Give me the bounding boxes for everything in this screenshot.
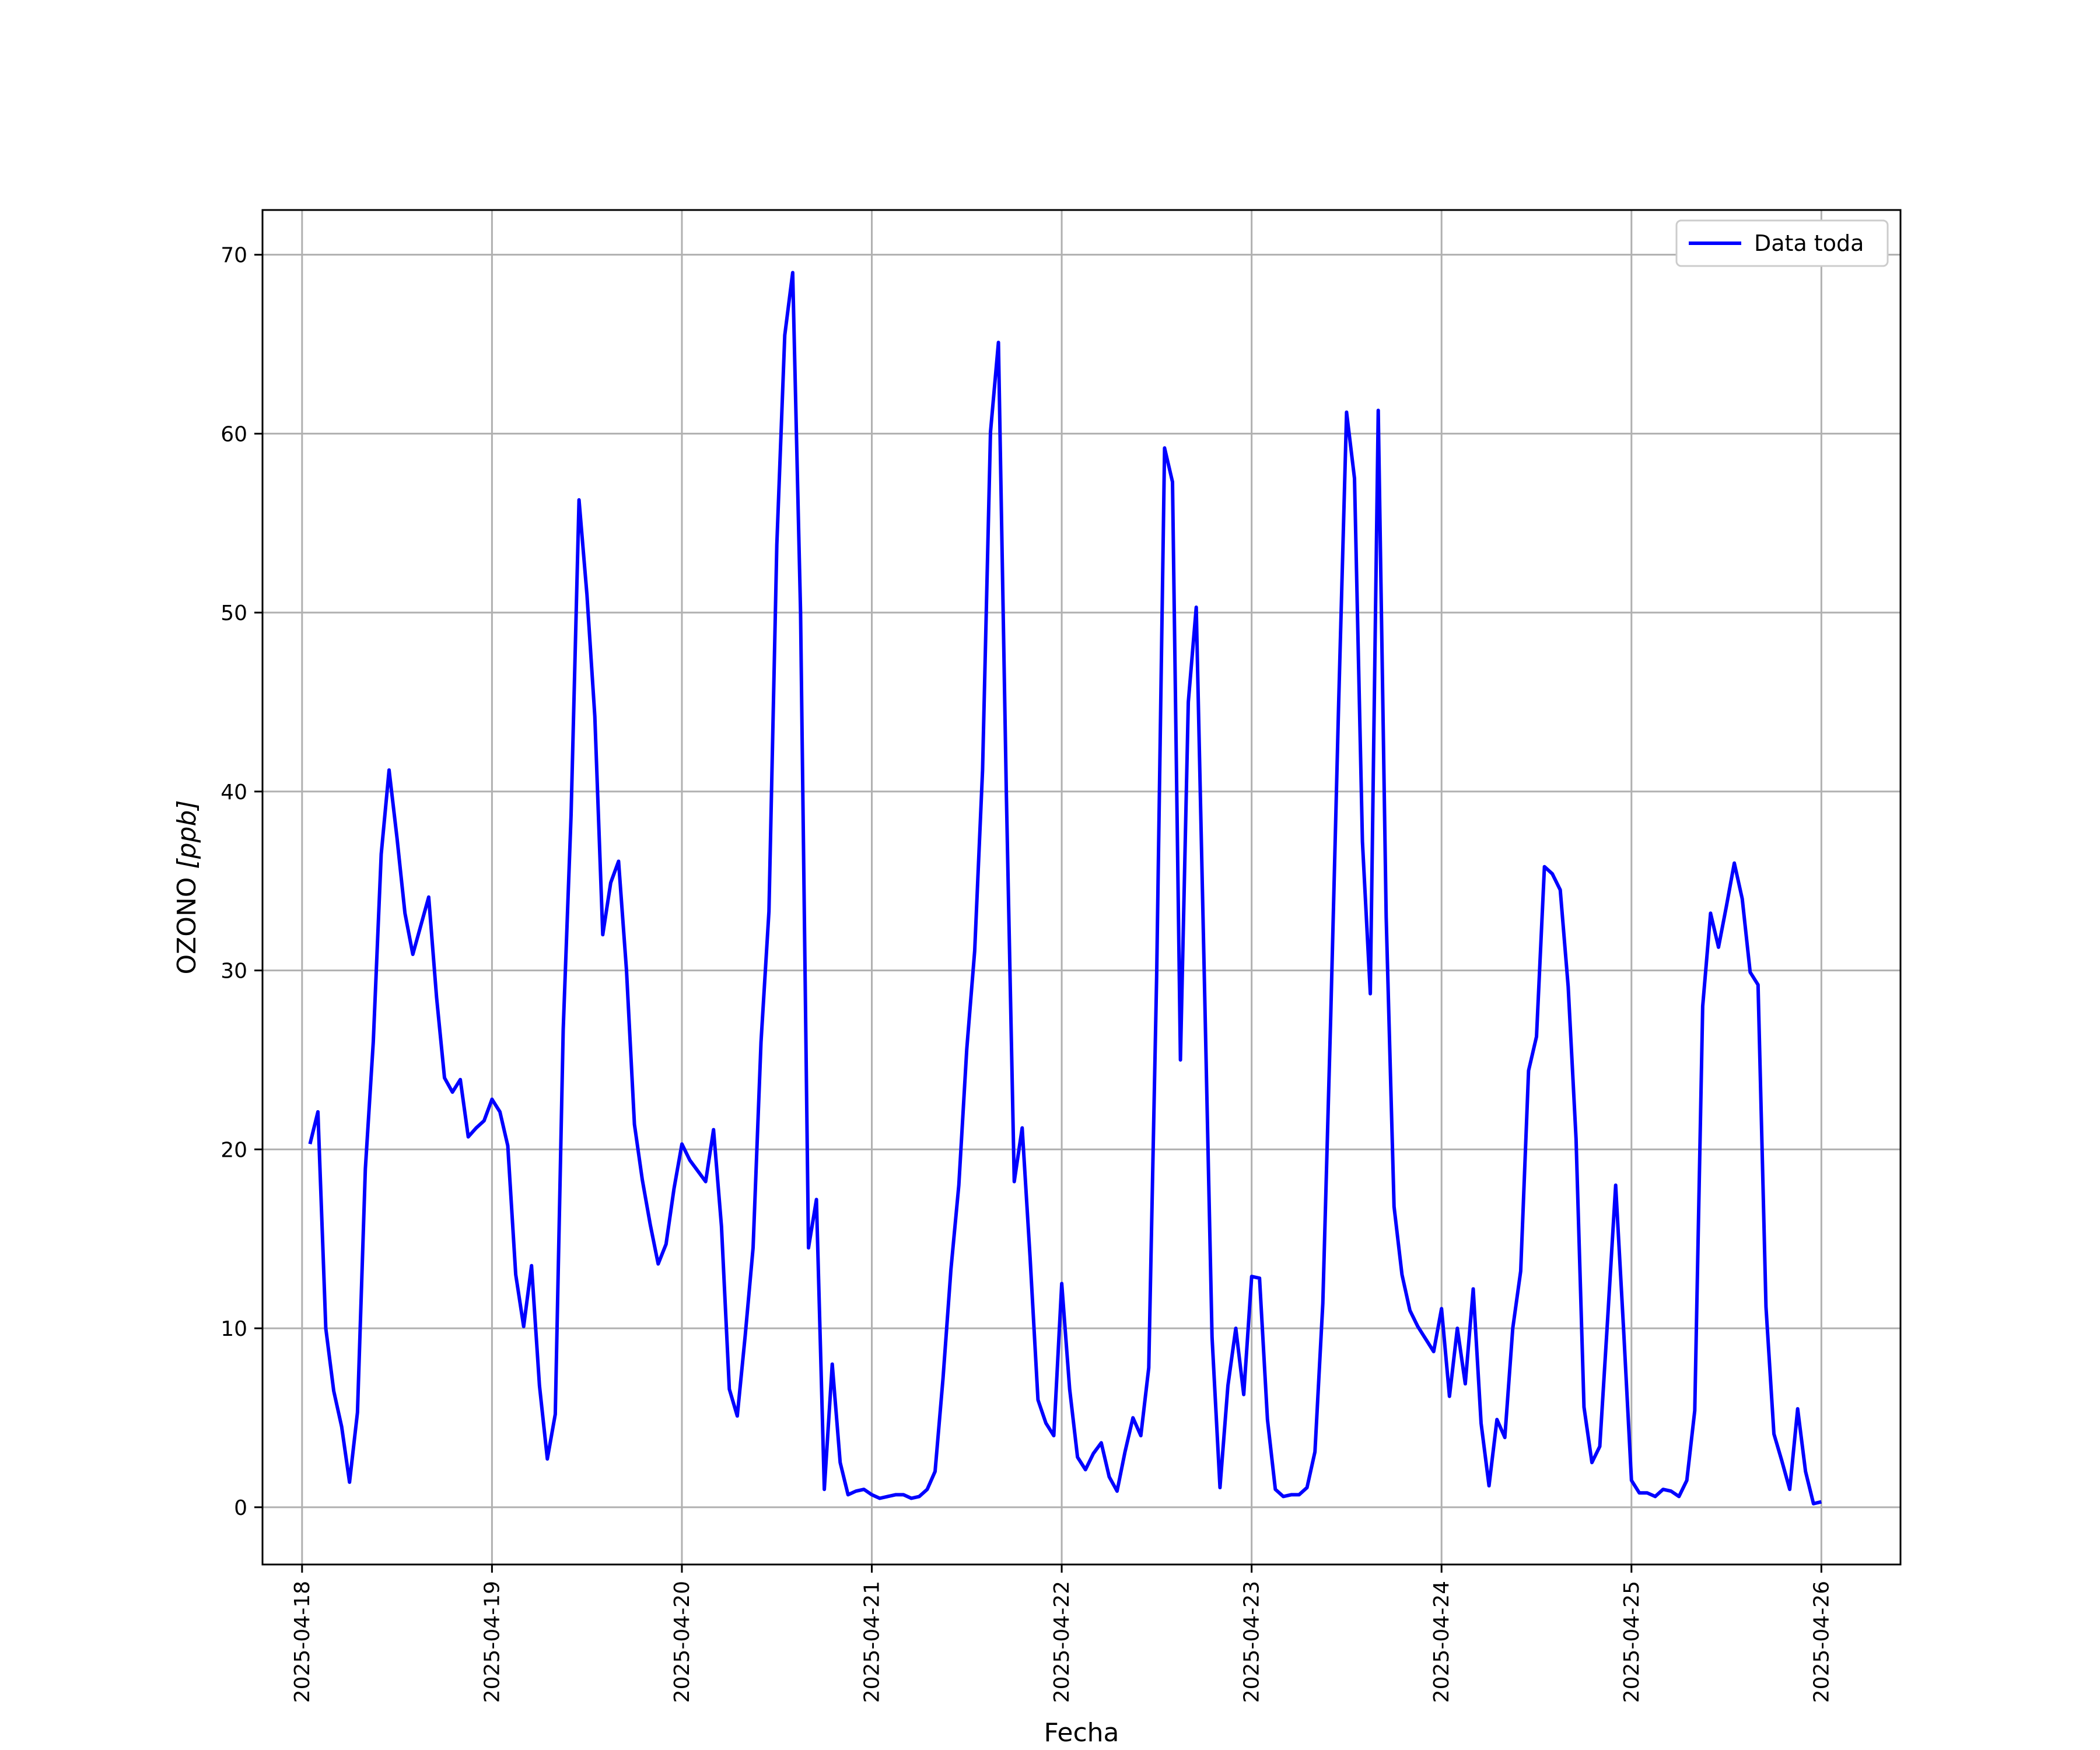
x-axis-label: Fecha [1044, 1718, 1119, 1748]
legend-label: Data toda [1754, 230, 1864, 256]
y-axis-label: OZONO [ppb] [172, 800, 202, 974]
y-tick-label: 40 [220, 780, 247, 804]
y-tick-label: 20 [220, 1138, 247, 1162]
x-tick-label: 2025-04-25 [1620, 1581, 1644, 1703]
x-tick-label: 2025-04-21 [860, 1581, 884, 1703]
x-tick-label: 2025-04-22 [1050, 1581, 1074, 1703]
x-tick-label: 2025-04-18 [290, 1581, 314, 1703]
y-tick-label: 60 [220, 422, 247, 446]
series-line-data-toda [308, 271, 1822, 1506]
axis-ticks: 2025-04-18 2025-04-19 2025-04-20 2025-04-21… [220, 244, 1833, 1703]
y-tick-label: 50 [220, 601, 247, 625]
legend-box [1675, 219, 1889, 267]
x-tick-label: 2025-04-24 [1430, 1581, 1454, 1703]
x-tick-label: 2025-04-20 [670, 1581, 694, 1703]
plot-frame [261, 209, 1902, 1566]
y-tick-label: 0 [234, 1496, 247, 1520]
y-tick-label: 10 [220, 1317, 247, 1341]
x-tick-label: 2025-04-23 [1240, 1581, 1264, 1703]
y-axis-label-unit: [ppb] [172, 800, 202, 869]
y-axis-label-text: OZONO [172, 869, 202, 975]
series-layer [308, 271, 1822, 1506]
y-tick-label: 70 [220, 244, 247, 268]
y-tick-label: 30 [220, 960, 247, 984]
legend: Data toda [1675, 219, 1889, 267]
x-tick-label: 2025-04-19 [480, 1581, 504, 1703]
x-tick-label: 2025-04-26 [1810, 1581, 1833, 1703]
grid-lines [262, 210, 1901, 1564]
